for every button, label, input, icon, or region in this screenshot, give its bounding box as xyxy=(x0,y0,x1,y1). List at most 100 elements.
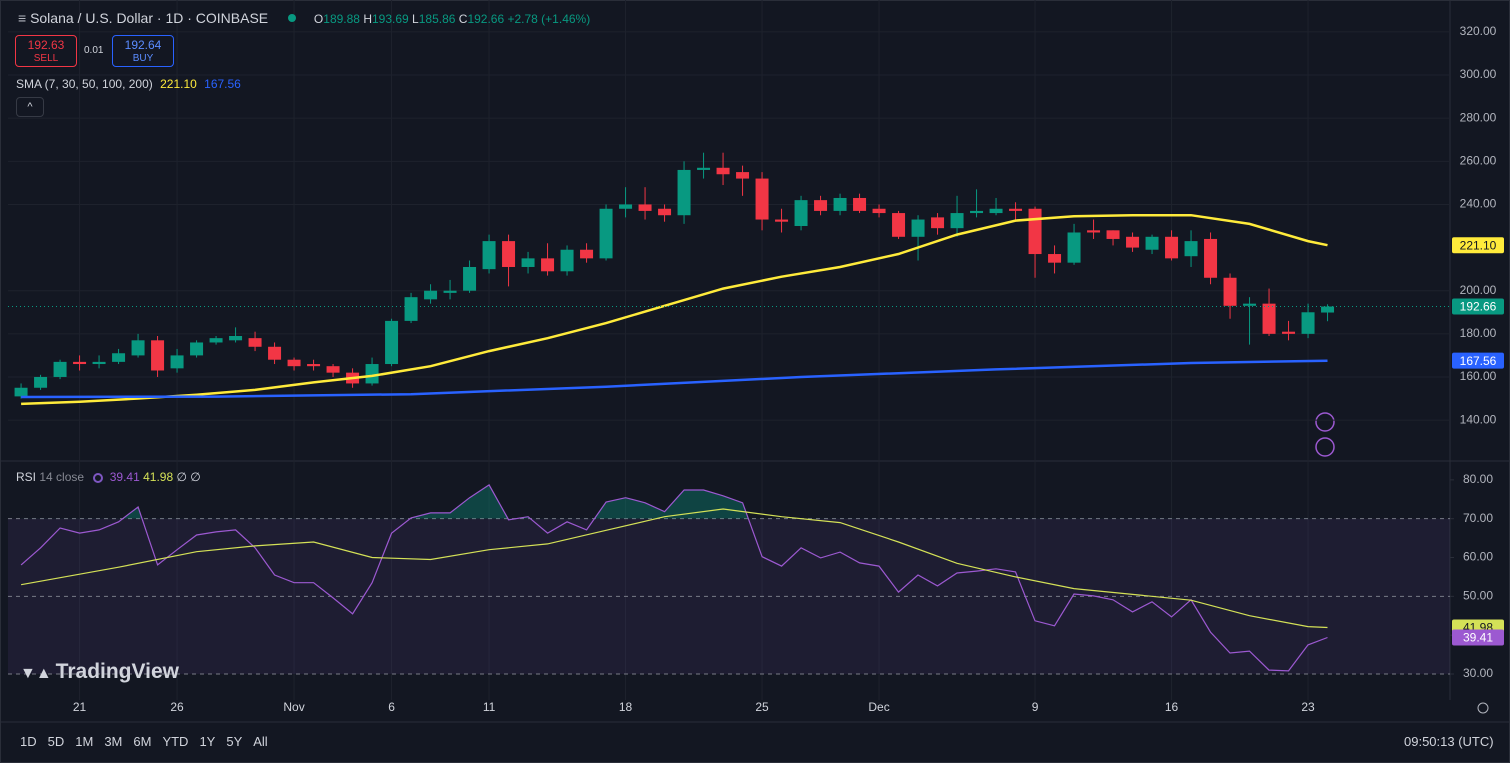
ohlc-letter: O xyxy=(313,12,324,26)
ohlc-value: 189.88 xyxy=(323,12,360,26)
sell-button[interactable]: 192.63 SELL xyxy=(15,35,77,67)
indicator-name: RSI xyxy=(16,470,37,484)
rsi-axis-label-text: 39.41 xyxy=(1463,631,1493,645)
legend-value: 41.98 xyxy=(143,470,174,484)
candle-body xyxy=(872,208,886,214)
buy-button[interactable]: 192.64 BUY xyxy=(112,35,174,67)
candle-body xyxy=(53,361,67,377)
indicator-name: SMA (7, 30, 50, 100, 200) xyxy=(16,77,153,91)
candle-body xyxy=(541,258,555,272)
candle-body xyxy=(209,338,223,343)
collapse-button[interactable]: ^ xyxy=(16,97,44,117)
candle-body xyxy=(1048,254,1062,263)
logo: ▼▲ TradingView xyxy=(20,660,179,683)
ohlc-letter: H xyxy=(363,12,372,26)
candle-body xyxy=(1184,241,1198,257)
candle-body xyxy=(1223,277,1237,306)
range-button[interactable]: 3M xyxy=(104,734,123,749)
y-tick-label: 140.00 xyxy=(1460,412,1497,426)
candle-body xyxy=(638,204,652,211)
y-tick-label: 180.00 xyxy=(1460,326,1497,340)
ohlc-value: 185.86 xyxy=(418,12,456,26)
candle-body xyxy=(794,200,808,227)
candle-body xyxy=(1067,232,1081,263)
candle-body xyxy=(404,297,418,321)
candle-body xyxy=(1126,236,1140,248)
y-tick-label: 280.00 xyxy=(1460,110,1497,124)
candle-body xyxy=(1106,230,1120,239)
logo-text: TradingView xyxy=(55,660,179,683)
indicator-params: 14 close xyxy=(39,470,85,484)
candle-body xyxy=(1145,236,1159,250)
menu-icon[interactable]: ≡ xyxy=(18,10,27,26)
range-toolbar: 1D 5D 1M 3M 6M YTD 1Y 5Y All xyxy=(20,734,279,749)
sell-price: 192.63 xyxy=(27,38,65,52)
range-button[interactable]: 1Y xyxy=(199,734,216,749)
range-button[interactable]: YTD xyxy=(162,734,189,749)
candle-body xyxy=(950,213,964,229)
y-tick-label: 300.00 xyxy=(1460,67,1497,81)
candle-body xyxy=(14,387,28,397)
y-tick-label: 160.00 xyxy=(1460,369,1497,383)
symbol-title: Solana / U.S. Dollar · 1D · COINBASE xyxy=(30,10,269,26)
range-button[interactable]: 5Y xyxy=(226,734,243,749)
x-tick-label: 21 xyxy=(73,700,87,714)
x-tick-label: 23 xyxy=(1301,700,1315,714)
candle-body xyxy=(287,359,301,367)
y-tick-label: 260.00 xyxy=(1460,153,1497,167)
y-tick-label: 60.00 xyxy=(1463,550,1493,564)
candle-body xyxy=(1282,331,1296,334)
candle-body xyxy=(931,217,945,229)
buy-price: 192.64 xyxy=(124,38,162,52)
candle-body xyxy=(268,346,282,360)
settings-icon[interactable] xyxy=(1477,702,1489,714)
candle-body xyxy=(326,366,340,373)
candle-body xyxy=(248,338,262,347)
range-button[interactable]: 1M xyxy=(75,734,94,749)
clock: 09:50:13 (UTC) xyxy=(1404,734,1494,749)
sma-line xyxy=(21,213,1328,406)
candle-body xyxy=(560,249,574,272)
last-price-label xyxy=(1452,298,1504,315)
x-tick-label: 25 xyxy=(755,700,769,714)
range-button[interactable]: 5D xyxy=(47,734,65,749)
candle-body xyxy=(1262,303,1276,334)
range-button[interactable]: All xyxy=(253,734,268,749)
rsi-axis-label xyxy=(1452,629,1504,646)
candle-body xyxy=(463,266,477,291)
price-axis-label-text: 167.56 xyxy=(1460,354,1497,368)
range-button[interactable]: 1D xyxy=(20,734,37,749)
x-tick-label: 26 xyxy=(170,700,184,714)
status-dot xyxy=(288,14,297,22)
x-tick-label: 11 xyxy=(483,700,496,714)
y-tick-label: 200.00 xyxy=(1460,283,1497,297)
candle-body xyxy=(1243,303,1257,306)
candle-body xyxy=(170,355,184,369)
header: ≡ Solana / U.S. Dollar · 1D · COINBASE O… xyxy=(18,10,590,26)
candle-body xyxy=(131,340,145,356)
candle-body xyxy=(658,208,672,216)
range-button[interactable]: 6M xyxy=(133,734,152,749)
candle-body xyxy=(619,204,633,209)
rsi-line xyxy=(20,484,1328,672)
candle-body xyxy=(697,167,711,170)
candle-body xyxy=(833,197,847,211)
candle-body xyxy=(112,353,126,362)
legend-value: 221.10 xyxy=(160,77,197,91)
x-tick-label: Dec xyxy=(868,700,889,714)
icon[interactable] xyxy=(1315,412,1335,432)
candle-body xyxy=(482,241,496,270)
icon[interactable] xyxy=(1315,437,1335,457)
y-tick-label: 70.00 xyxy=(1463,511,1493,525)
candle-body xyxy=(1301,312,1315,334)
legend-extra: ∅ ∅ xyxy=(176,470,201,484)
price-axis-label xyxy=(1452,237,1504,254)
candle-body xyxy=(365,364,379,384)
y-tick-label: 80.00 xyxy=(1463,472,1493,486)
ohlc-letter: L xyxy=(412,12,419,26)
candle-body xyxy=(190,342,204,356)
candle-body xyxy=(307,364,321,367)
ohlc-value: 192.66 xyxy=(467,12,505,26)
